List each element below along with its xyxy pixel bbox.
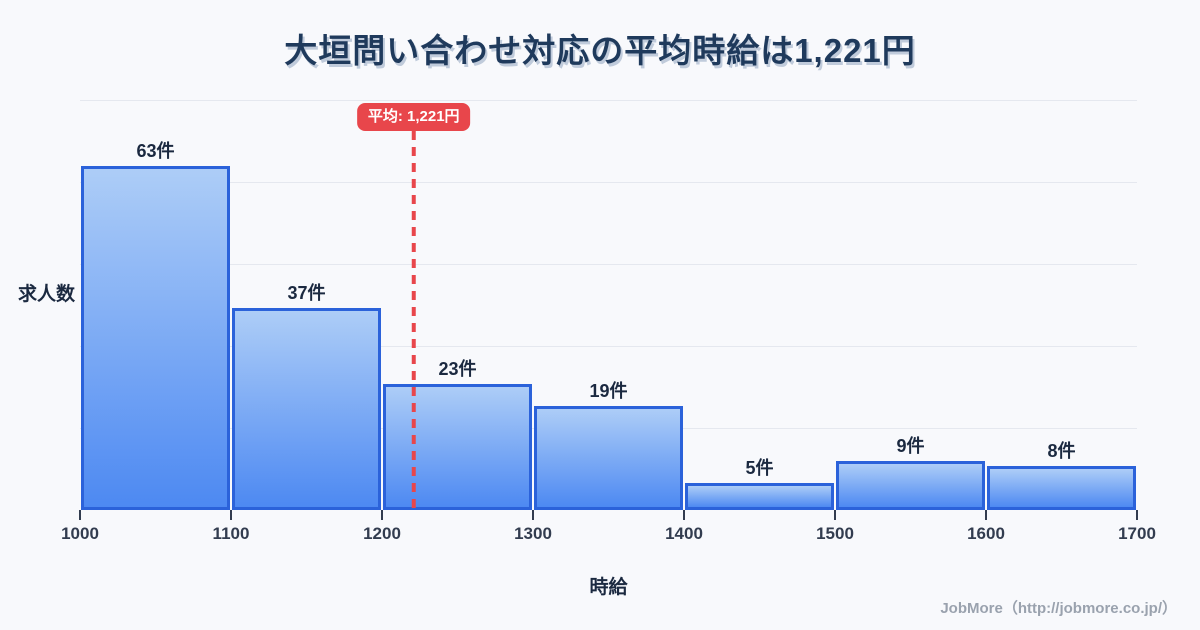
- gridline: [80, 100, 1137, 101]
- histogram-bar: [383, 384, 532, 510]
- x-tick-label: 1000: [61, 524, 99, 543]
- histogram-bar: [987, 466, 1136, 510]
- x-tick-mark: [985, 510, 987, 520]
- average-badge: 平均: 1,221円: [356, 103, 471, 131]
- histogram-bar: [836, 460, 985, 510]
- gridline: [80, 264, 1137, 265]
- bar-value-label: 9件: [896, 435, 925, 456]
- x-tick-mark: [1136, 510, 1138, 520]
- x-tick-mark: [79, 510, 81, 520]
- histogram-bar: [685, 482, 834, 510]
- x-tick-label: 1100: [212, 524, 250, 543]
- bar-value-label: 23件: [438, 359, 477, 380]
- x-tick-label: 1400: [665, 524, 703, 543]
- x-tick-label: 1500: [816, 524, 854, 543]
- bar-value-label: 63件: [136, 140, 175, 161]
- x-axis-label: 時給: [589, 577, 628, 598]
- bar-value-label: 37件: [287, 282, 326, 303]
- brand-credit: JobMore（http://jobmore.co.jp/）: [940, 600, 1177, 617]
- bar-value-label: 5件: [745, 457, 774, 478]
- x-tick-mark: [381, 510, 383, 520]
- bar-value-label: 19件: [589, 381, 628, 402]
- gridline: [80, 182, 1137, 183]
- x-tick-label: 1700: [1118, 524, 1156, 543]
- x-tick-mark: [834, 510, 836, 520]
- histogram-bar: [232, 307, 381, 510]
- x-tick-label: 1300: [514, 524, 552, 543]
- histogram-bar: [534, 406, 683, 510]
- bar-value-label: 8件: [1047, 441, 1076, 462]
- x-tick-mark: [683, 510, 685, 520]
- gridline: [80, 346, 1137, 347]
- y-axis-label: 求人数: [18, 284, 76, 305]
- x-tick-label: 1600: [967, 524, 1005, 543]
- x-tick-label: 1200: [363, 524, 401, 543]
- histogram-bar: [81, 165, 230, 510]
- average-line: [411, 131, 416, 508]
- chart-title: 大垣問い合わせ対応の平均時給は1,221円: [284, 32, 916, 69]
- x-tick-mark: [532, 510, 534, 520]
- x-tick-mark: [230, 510, 232, 520]
